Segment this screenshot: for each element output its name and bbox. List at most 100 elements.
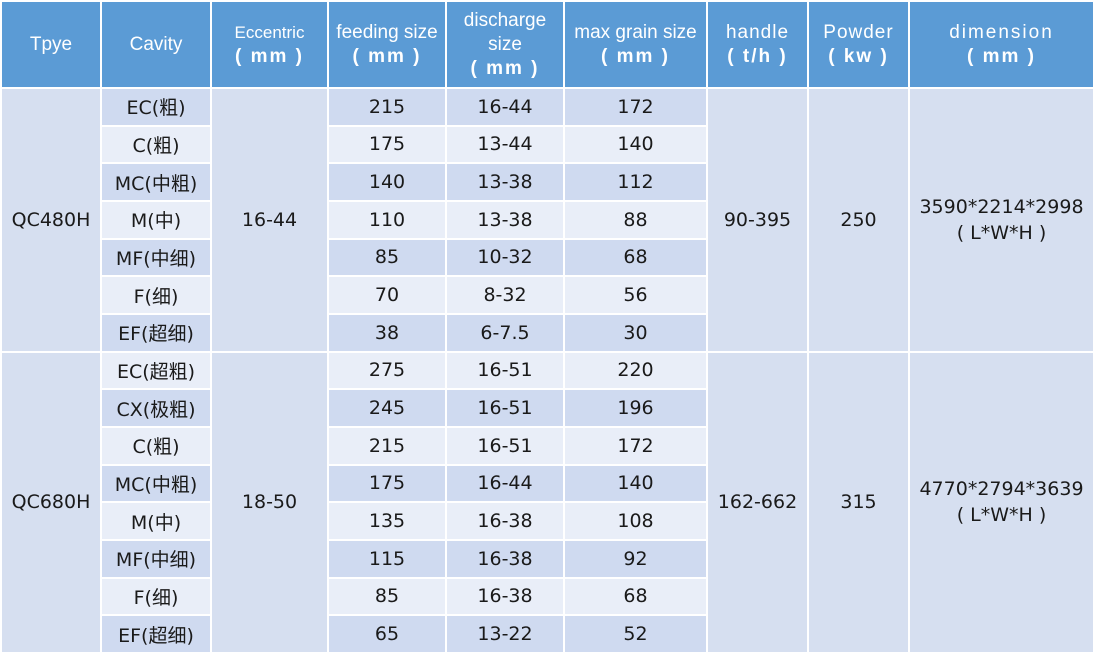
max-grain-size-cell: 196 <box>563 388 708 428</box>
cavity-cell: F(细) <box>100 275 212 315</box>
max-grain-size-cell: 140 <box>563 124 708 165</box>
table-row: QC480H EC(粗) 16-44 215 16-44 172 90-395 250 3590… <box>0 87 1095 353</box>
powder-cell: 250 <box>807 87 910 353</box>
feeding-size-cell: 175 <box>327 124 447 165</box>
discharge-size-cell: 16-38 <box>445 576 565 617</box>
powder-cell: 315 <box>807 350 910 655</box>
model-cell: QC680H <box>0 350 102 655</box>
table-row: EF(超细) 38 6-7.5 30 <box>1 312 1094 353</box>
max-grain-size-cell: 172 <box>563 425 708 466</box>
header-dimension: dimension( mm ) <box>908 0 1095 89</box>
cavity-cell: MF(中细) <box>100 538 212 579</box>
cavity-cell: M(中) <box>100 501 212 541</box>
model-cell: QC480H <box>0 87 102 353</box>
discharge-size-cell: 13-38 <box>445 199 565 240</box>
feeding-size-cell: 175 <box>327 463 447 504</box>
cavity-cell: F(细) <box>100 576 212 617</box>
cavity-cell: M(中) <box>100 199 212 240</box>
table-row: QC680H EC(超粗) 18-50 275 16-51 220 162-662 315 47… <box>0 350 1095 655</box>
discharge-size-cell: 13-44 <box>445 124 565 165</box>
discharge-size-cell: 8-32 <box>445 275 565 315</box>
table-row: MF(中细) 85 10-32 68 <box>1 237 1094 278</box>
cavity-cell: MC(中粗) <box>100 162 212 202</box>
max-grain-size-cell: 108 <box>563 501 708 541</box>
feeding-size-cell: 38 <box>327 312 447 353</box>
max-grain-size-cell: 30 <box>563 312 708 353</box>
header-eccentric: Eccentric( mm ) <box>210 0 329 89</box>
max-grain-size-cell: 172 <box>563 87 708 127</box>
max-grain-size-cell: 92 <box>563 538 708 579</box>
dimension-value: 3590*2214*2998 <box>919 195 1084 218</box>
discharge-size-cell: 16-51 <box>445 425 565 466</box>
dimension-note: ( L*W*H ) <box>956 504 1047 527</box>
header-feeding-size: feeding size( mm ) <box>327 0 447 89</box>
header-type: Tpye <box>0 0 102 89</box>
cavity-cell: EC(粗) <box>100 87 212 127</box>
header-max-grain-size: max grain size( mm ) <box>563 0 708 89</box>
table-row: MF(中细) 115 16-38 92 <box>1 538 1094 579</box>
cavity-cell: EF(超细) <box>100 312 212 353</box>
discharge-size-cell: 16-51 <box>445 350 565 391</box>
feeding-size-cell: 85 <box>327 576 447 617</box>
feeding-size-cell: 140 <box>327 162 447 202</box>
feeding-size-cell: 115 <box>327 538 447 579</box>
feeding-size-cell: 245 <box>327 388 447 428</box>
cavity-cell: CX(极粗) <box>100 388 212 428</box>
max-grain-size-cell: 56 <box>563 275 708 315</box>
table-row: M(中) 110 13-38 88 <box>1 199 1094 240</box>
header-row: Tpye Cavity Eccentric( mm ) feeding size… <box>0 0 1095 89</box>
table-row: F(细) 85 16-38 68 <box>1 576 1094 617</box>
max-grain-size-cell: 88 <box>563 199 708 240</box>
discharge-size-cell: 6-7.5 <box>445 312 565 353</box>
max-grain-size-cell: 52 <box>563 614 708 654</box>
feeding-size-cell: 275 <box>327 350 447 391</box>
feeding-size-cell: 65 <box>327 614 447 654</box>
feeding-size-cell: 110 <box>327 199 447 240</box>
table-row: F(细) 70 8-32 56 <box>1 275 1094 315</box>
feeding-size-cell: 215 <box>327 87 447 127</box>
discharge-size-cell: 16-38 <box>445 538 565 579</box>
cavity-cell: MF(中细) <box>100 237 212 278</box>
dimension-cell: 4770*2794*3639 ( L*W*H ) <box>908 350 1095 655</box>
cavity-cell: EF(超细) <box>100 614 212 654</box>
table-row: M(中) 135 16-38 108 <box>1 501 1094 541</box>
discharge-size-cell: 16-51 <box>445 388 565 428</box>
max-grain-size-cell: 140 <box>563 463 708 504</box>
table-row: C(粗) 175 13-44 140 <box>1 124 1094 165</box>
table-row: CX(极粗) 245 16-51 196 <box>1 388 1094 428</box>
cavity-cell: C(粗) <box>100 124 212 165</box>
handle-cell: 90-395 <box>706 87 809 353</box>
feeding-size-cell: 135 <box>327 501 447 541</box>
max-grain-size-cell: 112 <box>563 162 708 202</box>
dimension-value: 4770*2794*3639 <box>919 478 1084 501</box>
discharge-size-cell: 13-22 <box>445 614 565 654</box>
table-row: MC(中粗) 140 13-38 112 <box>1 162 1094 202</box>
discharge-size-cell: 10-32 <box>445 237 565 278</box>
feeding-size-cell: 215 <box>327 425 447 466</box>
feeding-size-cell: 85 <box>327 237 447 278</box>
discharge-size-cell: 16-44 <box>445 87 565 127</box>
cavity-cell: C(粗) <box>100 425 212 466</box>
dimension-note: ( L*W*H ) <box>956 221 1047 244</box>
max-grain-size-cell: 68 <box>563 237 708 278</box>
table-row: MC(中粗) 175 16-44 140 <box>1 463 1094 504</box>
eccentric-cell: 16-44 <box>210 87 329 353</box>
table-row: C(粗) 215 16-51 172 <box>1 425 1094 466</box>
dimension-cell: 3590*2214*2998 ( L*W*H ) <box>908 87 1095 353</box>
cavity-cell: EC(超粗) <box>100 350 212 391</box>
discharge-size-cell: 16-44 <box>445 463 565 504</box>
max-grain-size-cell: 68 <box>563 576 708 617</box>
cavity-cell: MC(中粗) <box>100 463 212 504</box>
discharge-size-cell: 16-38 <box>445 501 565 541</box>
header-discharge-size: discharge size( mm ) <box>445 0 565 89</box>
handle-cell: 162-662 <box>706 350 809 655</box>
discharge-size-cell: 13-38 <box>445 162 565 202</box>
header-powder: Powder( kw ) <box>807 0 910 89</box>
table-body: QC480H EC(粗) 16-44 215 16-44 172 90-395 250 3590… <box>0 87 1095 655</box>
table-row: EF(超细) 65 13-22 52 <box>1 614 1094 654</box>
header-cavity: Cavity <box>100 0 212 89</box>
header-handle: handle( t/h ) <box>706 0 809 89</box>
feeding-size-cell: 70 <box>327 275 447 315</box>
eccentric-cell: 18-50 <box>210 350 329 655</box>
